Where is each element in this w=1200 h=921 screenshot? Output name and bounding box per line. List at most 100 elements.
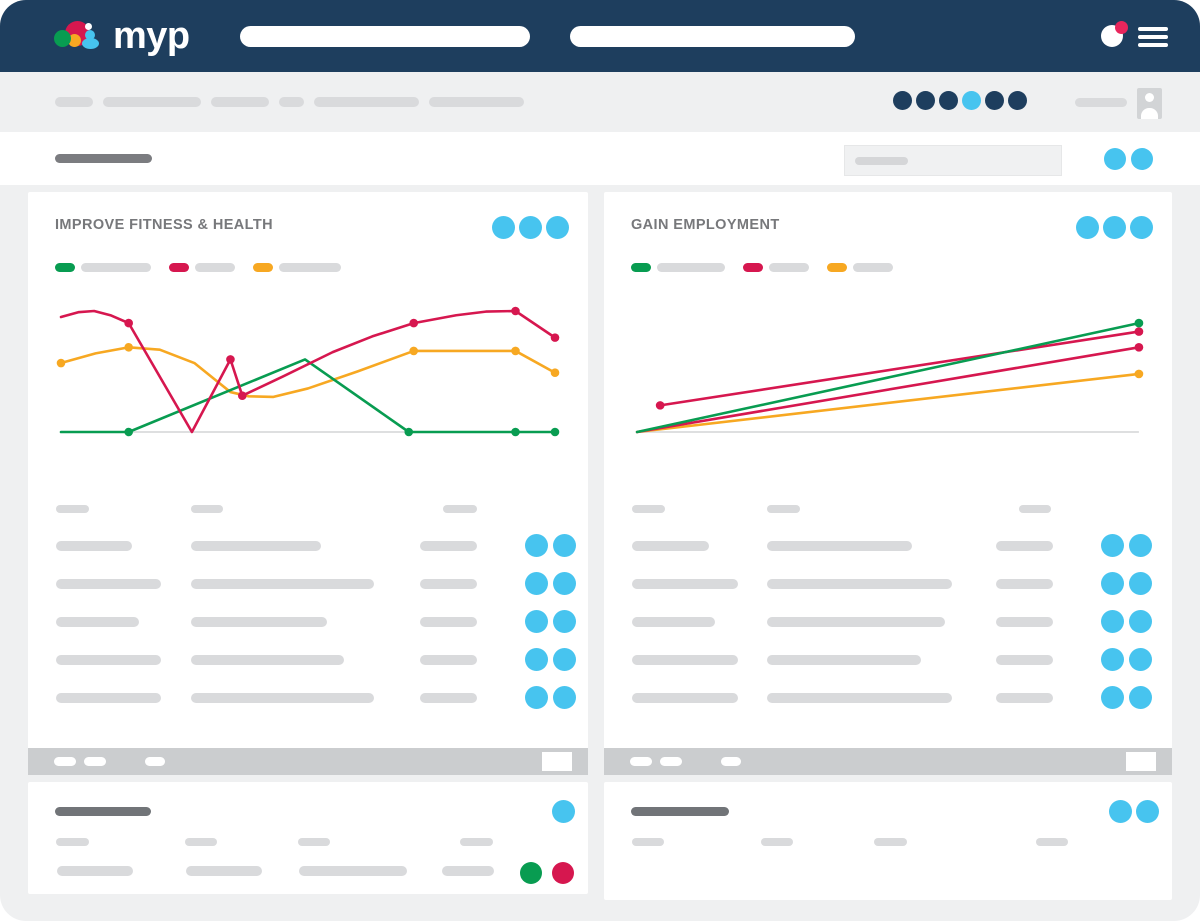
- card-header-col4: [1036, 838, 1068, 846]
- pagination-pill-1[interactable]: [630, 757, 652, 766]
- card-action-1[interactable]: [1109, 800, 1132, 823]
- nav-link-5[interactable]: [314, 97, 419, 107]
- green-series-point: [404, 427, 414, 437]
- row-action-2[interactable]: [1129, 648, 1152, 671]
- green-series-point: [511, 427, 520, 437]
- status-dot-4[interactable]: [962, 91, 981, 110]
- green-series-line: [635, 321, 1141, 434]
- row-action-1[interactable]: [525, 610, 548, 633]
- row-action-2[interactable]: [553, 572, 576, 595]
- row-action-2[interactable]: [553, 534, 576, 557]
- card-header-col1: [56, 838, 89, 846]
- nav-link-6[interactable]: [429, 97, 524, 107]
- pagination-page-box[interactable]: [1126, 752, 1156, 771]
- legend-swatch-yellow: [827, 263, 847, 272]
- red-series-point: [511, 306, 520, 316]
- card-action-1[interactable]: [552, 800, 575, 823]
- toolbar-action-2[interactable]: [1131, 148, 1153, 170]
- row-cell-3: [420, 541, 477, 551]
- row-action-buttons: [525, 534, 576, 557]
- pagination-pill-3[interactable]: [721, 757, 741, 766]
- row-action-2[interactable]: [1129, 572, 1152, 595]
- pagination-pill-3[interactable]: [145, 757, 165, 766]
- panel-menu-dot-3[interactable]: [546, 216, 569, 239]
- app-logo[interactable]: myp: [54, 16, 190, 56]
- logo-white-dot: [85, 23, 92, 30]
- status-dot-3[interactable]: [939, 91, 958, 110]
- panel-menu-dot-2[interactable]: [1103, 216, 1126, 239]
- row-action-2[interactable]: [553, 686, 576, 709]
- panel-menu-dot-3[interactable]: [1130, 216, 1153, 239]
- nav-search-field-2[interactable]: [570, 26, 855, 47]
- pagination-pill-1[interactable]: [54, 757, 76, 766]
- panel-menu-dot-1[interactable]: [1076, 216, 1099, 239]
- panel-title: GAIN EMPLOYMENT: [631, 217, 780, 234]
- row-action-1[interactable]: [525, 534, 548, 557]
- row-action-1[interactable]: [1101, 610, 1124, 633]
- row-action-1[interactable]: [525, 686, 548, 709]
- nav-link-3[interactable]: [211, 97, 269, 107]
- hamburger-menu-icon[interactable]: [1138, 27, 1168, 51]
- status-dot-5[interactable]: [985, 91, 1004, 110]
- row-action-2[interactable]: [1129, 610, 1152, 633]
- card-header-col1: [632, 838, 664, 846]
- legend-item-red[interactable]: [169, 263, 235, 272]
- yellow-series-point: [124, 343, 133, 352]
- legend-swatch-green: [55, 263, 75, 272]
- row-action-buttons: [525, 572, 576, 595]
- card-row-cell-1: [57, 866, 133, 876]
- nav-link-2[interactable]: [103, 97, 201, 107]
- status-dot-red[interactable]: [552, 862, 574, 884]
- red-series-lower-point: [1134, 343, 1144, 352]
- legend-item-green[interactable]: [631, 263, 725, 272]
- panel-menu-dot-2[interactable]: [519, 216, 542, 239]
- card-header-col2: [761, 838, 793, 846]
- status-dot-6[interactable]: [1008, 91, 1027, 110]
- logo-person-head: [85, 30, 95, 40]
- row-cell-3: [420, 579, 477, 589]
- status-dot-green[interactable]: [520, 862, 542, 884]
- status-dot-2[interactable]: [916, 91, 935, 110]
- legend-item-yellow[interactable]: [253, 263, 341, 272]
- nav-links: [55, 97, 524, 107]
- row-action-buttons: [1101, 572, 1152, 595]
- row-action-1[interactable]: [525, 648, 548, 671]
- row-action-2[interactable]: [1129, 534, 1152, 557]
- nav-link-4[interactable]: [279, 97, 304, 107]
- pagination-page-box[interactable]: [542, 752, 572, 771]
- search-input[interactable]: [844, 145, 1062, 176]
- legend-label-placeholder: [81, 263, 151, 272]
- notification-icon[interactable]: [1101, 21, 1128, 47]
- legend-item-yellow[interactable]: [827, 263, 893, 272]
- row-cell-3: [996, 579, 1053, 589]
- card-action-2[interactable]: [1136, 800, 1159, 823]
- row-action-1[interactable]: [525, 572, 548, 595]
- myp-logo-icon: [54, 21, 104, 51]
- legend-item-green[interactable]: [55, 263, 151, 272]
- row-action-2[interactable]: [553, 648, 576, 671]
- row-action-1[interactable]: [1101, 572, 1124, 595]
- nav-link-1[interactable]: [55, 97, 93, 107]
- pagination-pill-2[interactable]: [84, 757, 106, 766]
- row-action-2[interactable]: [553, 610, 576, 633]
- row-action-2[interactable]: [1129, 686, 1152, 709]
- panel-menu-dot-1[interactable]: [492, 216, 515, 239]
- row-action-1[interactable]: [1101, 648, 1124, 671]
- row-action-buttons: [1101, 648, 1152, 671]
- yellow-series-line: [59, 345, 557, 399]
- row-action-1[interactable]: [1101, 534, 1124, 557]
- row-action-1[interactable]: [1101, 686, 1124, 709]
- status-dot-1[interactable]: [893, 91, 912, 110]
- toolbar-action-1[interactable]: [1104, 148, 1126, 170]
- legend-item-red[interactable]: [743, 263, 809, 272]
- logo-person-body: [82, 38, 99, 49]
- row-cell-2: [191, 617, 327, 627]
- user-avatar[interactable]: [1137, 88, 1162, 119]
- row-cell-2: [767, 693, 952, 703]
- nav-search-field-1[interactable]: [240, 26, 530, 47]
- row-cell-1: [56, 541, 132, 551]
- pagination-pill-2[interactable]: [660, 757, 682, 766]
- green-series-point: [550, 427, 560, 437]
- red-series-upper-point: [655, 401, 665, 410]
- status-dot-group: [893, 91, 1027, 110]
